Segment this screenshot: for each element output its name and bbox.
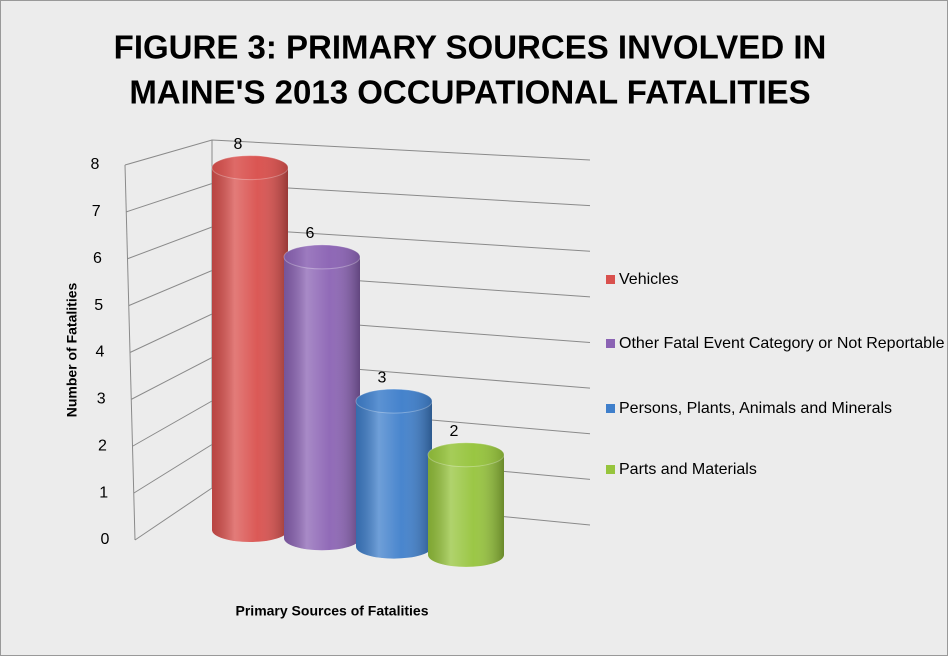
bar-shade: [356, 401, 432, 559]
grid-line: [124, 139, 591, 166]
legend-swatch: [606, 275, 615, 284]
bar: [211, 155, 289, 542]
value-label: 8: [234, 136, 243, 153]
value-label: 2: [450, 423, 459, 440]
y-tick-label: 4: [96, 344, 105, 361]
grid-line: [131, 356, 591, 400]
bar: [283, 244, 361, 551]
legend-item: Persons, Plants, Animals and Minerals: [606, 397, 946, 420]
y-tick-label: 2: [98, 437, 107, 454]
legend-swatch: [606, 404, 615, 413]
wall-edge: [124, 164, 136, 541]
y-tick-label: 5: [94, 297, 103, 314]
bar: [355, 388, 433, 559]
legend-label: Vehicles: [619, 271, 679, 288]
legend-item: Vehicles: [606, 268, 946, 291]
chart-title: MAINE'S 2013 OCCUPATIONAL FATALITIES: [129, 74, 810, 111]
legend-swatch: [606, 465, 615, 474]
y-tick-label: 7: [92, 203, 101, 220]
grid-line: [126, 182, 591, 213]
bar-top-shade: [284, 244, 360, 269]
legend-label: Other Fatal Event Category or Not Report…: [619, 335, 945, 352]
bar-shade: [284, 256, 360, 551]
chart-title: FIGURE 3: PRIMARY SOURCES INVOLVED IN: [114, 29, 827, 66]
bar-top-shade: [212, 155, 288, 180]
bar-shade: [428, 454, 504, 567]
y-tick-label: 8: [91, 156, 100, 173]
legend-label: Parts and Materials: [619, 461, 757, 478]
y-axis-title: Number of Fatalities: [64, 283, 80, 418]
legend-label: Persons, Plants, Animals and Minerals: [619, 400, 893, 417]
bar-top-shade: [428, 442, 504, 467]
value-label: 3: [378, 369, 387, 386]
bar: [427, 442, 505, 567]
y-tick-label: 6: [93, 250, 102, 267]
bar-shade: [212, 167, 288, 542]
x-axis-title: Primary Sources of Fatalities: [236, 603, 429, 619]
y-tick-label: 1: [99, 484, 108, 501]
legend-item: Parts and Materials: [606, 458, 946, 481]
bar-top-shade: [356, 389, 432, 414]
legend-swatch: [606, 339, 615, 348]
y-tick-label: 3: [97, 391, 106, 408]
y-tick-label: 0: [101, 531, 110, 548]
value-label: 6: [306, 225, 315, 242]
legend-item: Other Fatal Event Category or Not Report…: [606, 332, 946, 355]
